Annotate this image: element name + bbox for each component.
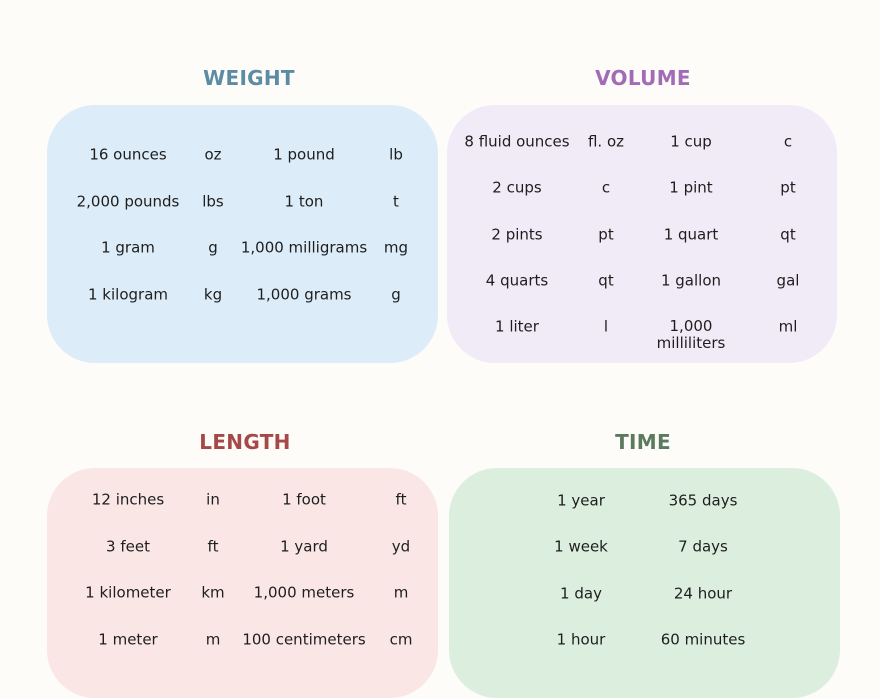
weight-cell: oz: [204, 145, 222, 164]
volume-cell: 1 liter: [495, 317, 539, 336]
volume-cell: c: [601, 178, 611, 197]
weight-cell: 1,000 milligrams: [240, 238, 368, 257]
volume-cell: 4 quarts: [485, 271, 549, 290]
weight-cell: kg: [203, 285, 223, 303]
weight-cell: 1 gram: [101, 238, 155, 257]
length-cell: 1 kilometer: [85, 583, 171, 602]
length-cell: km: [201, 583, 225, 602]
volume-title: VOLUME: [595, 66, 691, 90]
weight-cell: g: [208, 238, 218, 257]
length-cell: cm: [389, 630, 413, 649]
weight-cell: 1 kilogram: [87, 285, 169, 303]
weight-cell: 2,000 pounds: [76, 192, 180, 210]
volume-cell: 2 pints: [491, 225, 543, 244]
volume-cell: ml: [778, 317, 798, 336]
volume-cell: l: [603, 317, 609, 336]
volume-cell: fl. oz: [587, 132, 625, 151]
volume-cell: 2 cups: [492, 178, 542, 197]
volume-cell: 8 fluid ounces: [464, 132, 570, 151]
volume-cell: pt: [598, 225, 614, 244]
time-cell: 1 week: [554, 537, 608, 556]
length-cell: m: [205, 630, 221, 649]
weight-cell: 1 ton: [284, 192, 324, 210]
time-cell: 1 year: [557, 491, 605, 510]
length-cell: ft: [207, 537, 219, 556]
volume-cell: pt: [780, 178, 796, 197]
weight-title: WEIGHT: [203, 66, 295, 90]
volume-cell: qt: [598, 271, 614, 290]
time-cell: 1 day: [560, 584, 602, 603]
time-cell: 7 days: [678, 537, 728, 556]
length-cell: m: [393, 583, 409, 602]
time-title: TIME: [615, 430, 671, 454]
volume-cell: gal: [776, 271, 800, 290]
time-cell: 60 minutes: [660, 630, 746, 649]
volume-cell: 1 pint: [669, 178, 713, 197]
weight-cell: t: [393, 192, 399, 210]
length-cell: yd: [391, 537, 411, 556]
weight-cell: 16 ounces: [89, 145, 167, 164]
length-cell: 1 meter: [98, 630, 158, 649]
volume-cell: qt: [780, 225, 796, 244]
length-cell: in: [206, 490, 220, 509]
weight-cell: 1,000 grams: [256, 285, 352, 303]
time-cell: 1 hour: [556, 630, 606, 649]
volume-cell: 1 cup: [670, 132, 712, 151]
volume-cell: c: [783, 132, 793, 151]
weight-cell: lbs: [202, 192, 224, 210]
length-cell: 12 inches: [91, 490, 165, 509]
time-panel: [449, 468, 840, 698]
length-cell: ft: [395, 490, 407, 509]
volume-cell: 1 quart: [663, 225, 719, 244]
length-cell: 1 yard: [280, 537, 328, 556]
weight-panel: [47, 105, 438, 363]
length-title: LENGTH: [199, 430, 291, 454]
weight-cell: 1 pound: [273, 145, 335, 164]
length-cell: 100 centimeters: [242, 630, 366, 649]
volume-panel: [447, 105, 837, 363]
length-cell: 3 feet: [106, 537, 150, 556]
weight-cell: g: [391, 285, 401, 303]
length-cell: 1,000 meters: [253, 583, 355, 602]
weight-cell: lb: [389, 145, 403, 164]
weight-cell: mg: [383, 238, 409, 257]
volume-cell: 1,000 milliliters: [656, 317, 726, 353]
time-cell: 24 hour: [673, 584, 733, 603]
volume-cell: 1 gallon: [660, 271, 722, 290]
time-cell: 365 days: [668, 491, 738, 510]
length-cell: 1 foot: [282, 490, 326, 509]
